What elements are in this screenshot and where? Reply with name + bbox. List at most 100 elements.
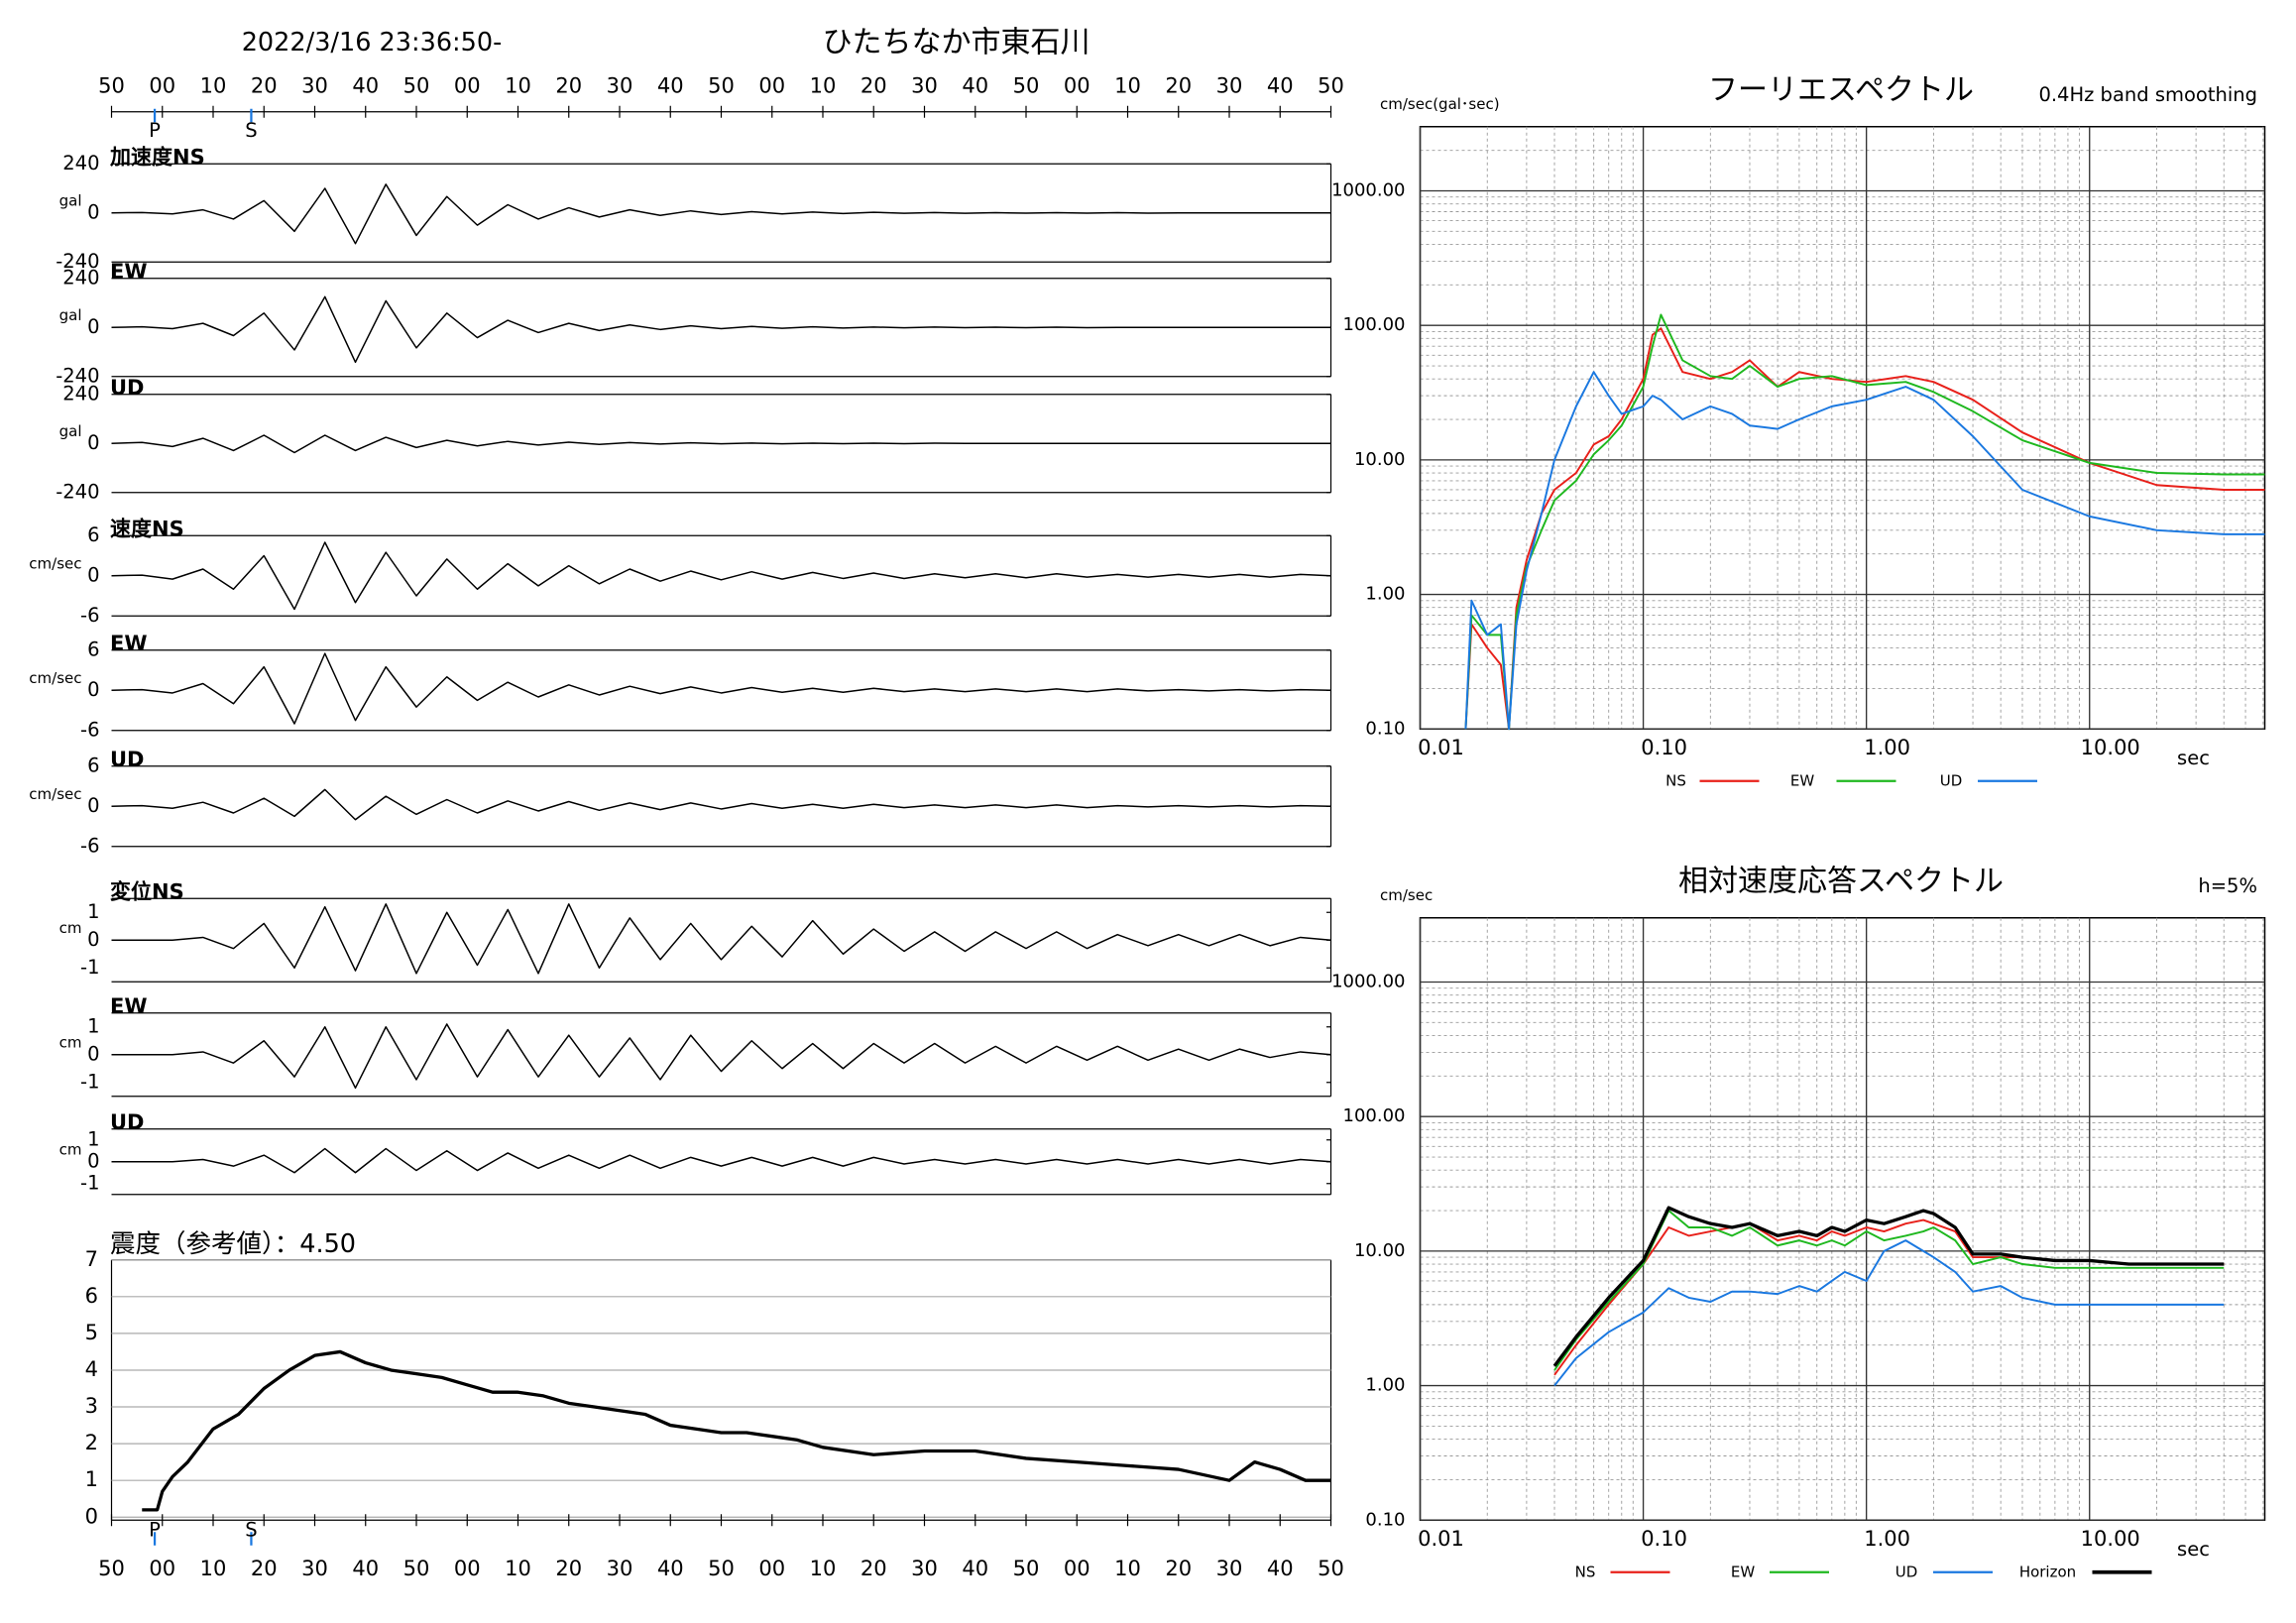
x-tick-label: 00 [758,73,785,97]
y-tick-label: 5 [85,1321,98,1344]
spectrum-line [1552,1206,2225,1367]
x-tick-label: 0.01 [1418,1527,1464,1551]
y-tick-label: 6 [87,523,99,546]
legend-label: EW [1731,1563,1755,1580]
x-tick-label: 30 [301,1557,328,1580]
y-tick-label: 4 [85,1357,98,1381]
phase-label: S [245,1518,257,1541]
spectrum-line [1553,1239,2225,1387]
x-tick-label: 20 [1165,73,1192,97]
x-tick-label: 30 [1216,1557,1243,1580]
y-tick-label: 1.00 [1365,1375,1405,1396]
y-tick-label: 240 [62,266,99,289]
x-tick-label: 10 [200,73,227,97]
x-tick-label: 20 [861,1557,887,1580]
phase-label: P [149,1518,161,1541]
x-tick-label: 10.00 [2081,1527,2140,1551]
y-tick-label: 1000.00 [1331,971,1405,991]
x-tick-label: 40 [962,1557,988,1580]
y-tick-label: 0 [87,431,99,454]
x-tick-label: 10 [810,1557,837,1580]
y-tick-label: 10.00 [1354,1240,1406,1261]
panel-name: EW [110,632,148,655]
y-tick-label: -1 [80,956,99,979]
chart-title: 震度（参考値）：4.50 [110,1229,356,1259]
waveform-trace [111,652,1331,725]
x-tick-label: 10 [505,73,531,97]
y-tick-label: 10.00 [1354,449,1406,470]
x-tick-label: 10 [1114,73,1141,97]
spectrum-line [1553,1218,2225,1376]
x-tick-label: 20 [861,73,887,97]
legend-label: NS [1665,771,1686,789]
y-tick-label: 1 [87,900,99,923]
y-tick-label: 0.10 [1365,1509,1405,1530]
x-tick-label: 10 [505,1557,531,1580]
waveform-trace [111,434,1331,454]
y-tick-label: -6 [80,834,99,857]
y-tick-label: 1 [87,1127,99,1150]
x-tick-label: 10 [810,73,837,97]
y-tick-label: 2 [85,1431,98,1454]
unit-label: cm [59,919,82,937]
y-tick-label: -6 [80,718,99,741]
y-tick-label: 0 [87,1042,99,1065]
x-tick-label: 10 [1114,1557,1141,1580]
plot-frame [1419,125,2266,730]
x-tick-label: 10.00 [2081,736,2140,759]
x-tick-label: 50 [708,73,735,97]
y-tick-label: 240 [62,152,99,174]
x-tick-label: 30 [301,73,328,97]
x-axis-label: sec [2177,1538,2210,1561]
x-tick-label: 40 [1267,1557,1294,1580]
unit-label: gal [59,306,82,324]
x-tick-label: 20 [555,73,582,97]
x-tick-label: 50 [403,73,430,97]
x-tick-label: 50 [1318,1557,1344,1580]
legend-label: NS [1575,1563,1596,1580]
chart-title: 相対速度応答スペクトル [1678,864,2004,898]
panel-name: UD [110,748,144,771]
x-tick-label: 50 [708,1557,735,1580]
unit-label: gal [59,191,82,209]
y-tick-label: 0 [87,200,99,223]
x-tick-label: 40 [657,73,684,97]
y-tick-label: 7 [85,1247,98,1271]
x-tick-label: 0.10 [1641,1527,1687,1551]
x-tick-label: 50 [1318,73,1344,97]
x-tick-label: 40 [1267,73,1294,97]
y-tick-label: -6 [80,604,99,627]
unit-label: cm [59,1140,82,1158]
phase-label: S [245,119,257,142]
y-tick-label: 0.10 [1365,718,1405,739]
x-tick-label: 00 [149,73,175,97]
y-tick-label: 0 [87,794,99,817]
spectrum-line [1464,371,2265,731]
y-tick-label: 6 [87,754,99,776]
y-tick-label: 100.00 [1343,314,1406,335]
chart-subtitle: h=5% [2198,874,2257,897]
y-tick-label: 6 [87,638,99,660]
y-tick-label: 6 [85,1284,98,1308]
legend-label: UD [1895,1563,1918,1580]
unit-label: cm/sec [29,554,81,572]
x-tick-label: 50 [1013,1557,1040,1580]
waveform-trace [111,903,1331,975]
x-tick-label: 0.10 [1641,736,1687,759]
y-tick-label: -240 [56,250,99,273]
x-tick-label: 30 [911,1557,938,1580]
x-tick-label: 00 [1064,1557,1091,1580]
panel-name: UD [110,376,144,400]
waveform-trace [111,1023,1331,1090]
unit-label: cm [59,1033,82,1051]
y-tick-label: 0 [87,928,99,951]
waveform-trace [111,788,1331,821]
x-tick-label: 40 [352,73,379,97]
x-tick-label: 50 [98,73,125,97]
y-tick-label: 0 [87,1149,99,1172]
x-tick-label: 00 [454,1557,481,1580]
x-tick-label: 40 [352,1557,379,1580]
panel-name: 速度NS [110,517,184,540]
y-tick-label: 240 [62,382,99,405]
